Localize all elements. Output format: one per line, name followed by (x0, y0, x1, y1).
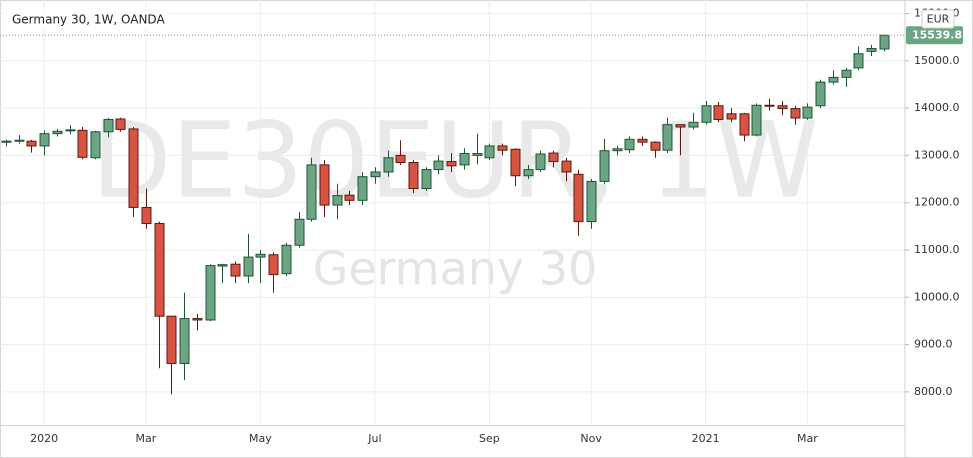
candle-body (103, 118, 114, 133)
candle-body (294, 218, 305, 246)
candle-body (650, 141, 661, 151)
candle-body (357, 176, 368, 201)
candle-body (726, 113, 737, 120)
candle-body (115, 118, 126, 130)
candle-body (179, 318, 190, 365)
candle-body (433, 160, 444, 171)
candle-body (128, 128, 139, 208)
y-tick-label: 11000.0 (914, 243, 960, 256)
candle-body (764, 104, 775, 107)
candle-body (879, 34, 890, 50)
candle-body (1, 140, 12, 143)
candle-body (52, 130, 63, 135)
candle-body (713, 105, 724, 120)
x-tick-label: Mar (797, 432, 818, 445)
candle-body (586, 180, 597, 223)
candle-body (26, 140, 37, 147)
currency-label: EUR (927, 13, 950, 26)
candle-body (446, 161, 457, 167)
candle-body (675, 124, 686, 128)
candle-body (866, 48, 877, 52)
candle-body (77, 129, 88, 158)
candle-body (777, 105, 788, 110)
y-tick-label: 12000.0 (914, 196, 960, 209)
x-tick-label: Mar (136, 432, 157, 445)
candle-body (484, 145, 495, 159)
x-tick-label: Nov (580, 432, 602, 445)
candles (1, 34, 890, 395)
candle-body (344, 194, 355, 201)
x-tick-label: Sep (479, 432, 500, 445)
candle-body (205, 265, 216, 321)
candle-body (14, 139, 25, 142)
last-price-box (906, 26, 963, 45)
candle-body (421, 169, 432, 190)
candle-body (408, 162, 419, 190)
candle-body (230, 263, 241, 277)
candle-body (243, 256, 254, 277)
grid (0, 0, 905, 425)
y-tick-label: 14000.0 (914, 101, 960, 114)
candle-body (510, 148, 521, 177)
candle-body (370, 171, 381, 178)
x-tick-label: 2020 (30, 432, 58, 445)
background-layer: DE30EUR, 1W Germany 30 (91, 99, 818, 295)
candle-body (192, 318, 203, 321)
candle-body (853, 53, 864, 69)
candle-body (701, 105, 712, 123)
x-tick-label: May (249, 432, 272, 445)
candle-body (472, 153, 483, 156)
y-tick-label: 8000.0 (914, 385, 953, 398)
x-tick-label: Jul (367, 432, 381, 445)
x-tick-label: 2021 (692, 432, 720, 445)
candle-body (548, 152, 559, 163)
candle-body (751, 104, 762, 136)
candle-body (383, 157, 394, 173)
candle-body (39, 133, 50, 147)
candle-body (739, 113, 750, 136)
y-tick-label: 10000.0 (914, 290, 960, 303)
candle-body (319, 164, 330, 206)
candle-body (841, 69, 852, 78)
candle-body (268, 254, 279, 276)
chart-title: Germany 30, 1W, OANDA (12, 13, 165, 27)
candle-body (306, 164, 317, 220)
candle-body (815, 81, 826, 107)
candle-body (217, 264, 228, 267)
candle-body (688, 121, 699, 128)
candle-body (624, 138, 635, 151)
y-tick-label: 9000.0 (914, 338, 953, 351)
title-box (4, 9, 170, 29)
candle-body (332, 195, 343, 206)
candle-body (612, 148, 623, 152)
candle-body (459, 153, 470, 166)
candle-body (637, 138, 648, 143)
candle-body (535, 153, 546, 171)
candle-body (255, 253, 266, 258)
candle-body (523, 169, 534, 177)
candle-body (90, 131, 101, 159)
y-tick-label: 15000.0 (914, 54, 960, 67)
candle-body (573, 173, 584, 223)
candle-body (802, 106, 813, 119)
candle-body (281, 244, 292, 275)
watermark: DE30EUR, 1W (91, 99, 818, 221)
candle-body (561, 160, 572, 173)
candle-body (154, 223, 165, 317)
candle-body (65, 129, 76, 132)
candle-body (599, 150, 610, 182)
last-price-label: 15539.8 (912, 28, 962, 41)
currency-box (921, 9, 955, 29)
candle-body (497, 145, 508, 151)
candle-body (166, 315, 177, 365)
candle-body (395, 154, 406, 164)
candle-body (790, 108, 801, 119)
candle-body (828, 76, 839, 83)
y-tick-label: 13000.0 (914, 148, 960, 161)
candle-body (662, 124, 673, 151)
candle-body (141, 206, 152, 225)
